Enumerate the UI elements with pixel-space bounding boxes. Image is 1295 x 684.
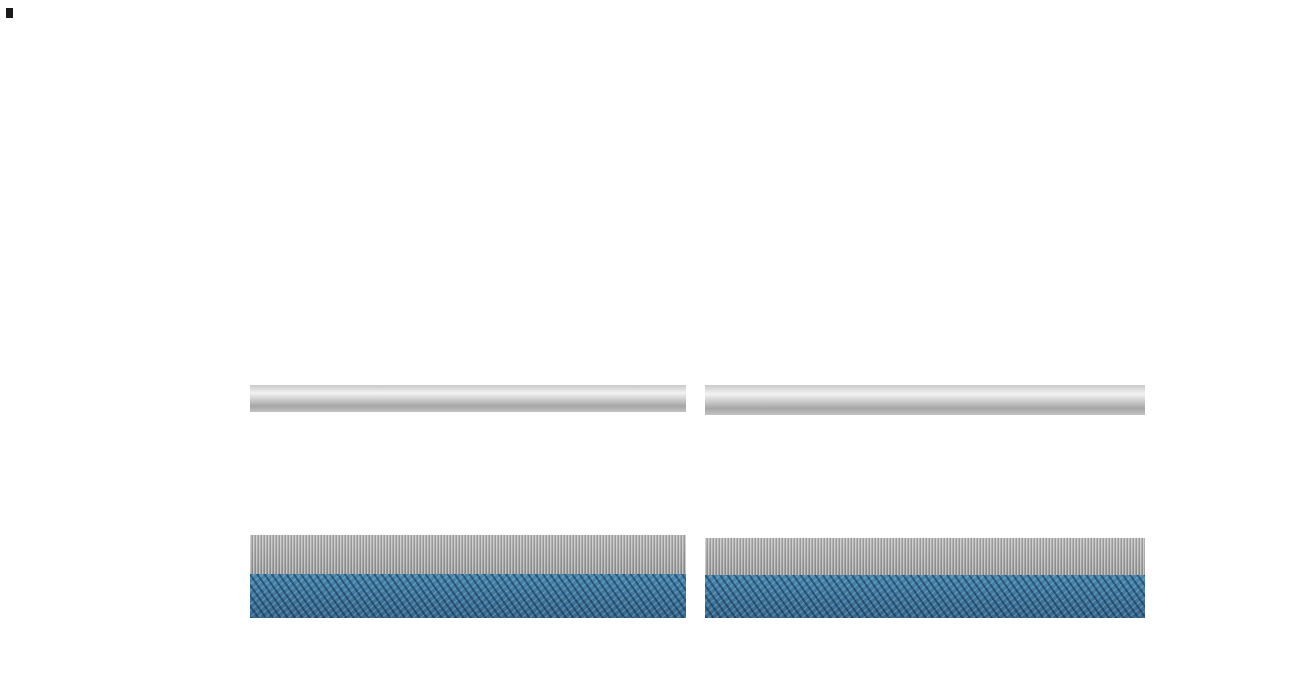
- htl-film-nanowires: [705, 415, 1145, 538]
- mobility-boxplot: [680, 15, 1135, 350]
- impedance-plot: [215, 15, 665, 370]
- ag-electrode-layer-right: [705, 385, 1145, 415]
- glass-layer-left: [250, 574, 686, 618]
- fto-layer-right: [705, 538, 1145, 575]
- device-diagram-nanowires: [705, 385, 1145, 618]
- corner-artifact: [6, 8, 13, 18]
- ag-electrode-layer-left: [250, 385, 686, 412]
- device-diagram-bulk: [250, 385, 686, 618]
- fto-layer-left: [250, 535, 686, 574]
- glass-layer-right: [705, 575, 1145, 618]
- figure-caption: [10, 637, 1280, 657]
- htl-film-bulk: [250, 412, 686, 535]
